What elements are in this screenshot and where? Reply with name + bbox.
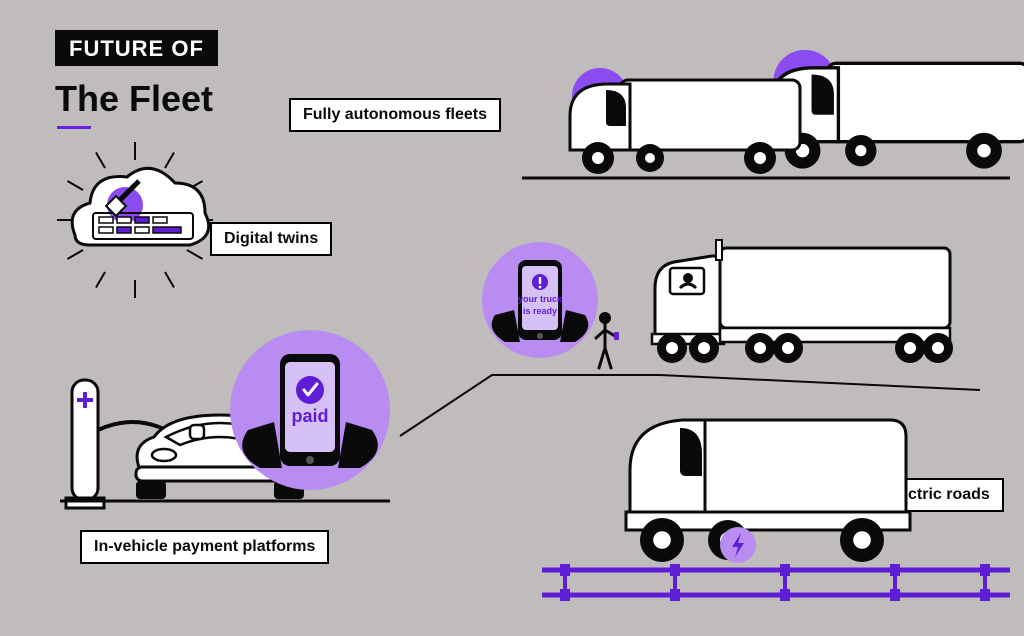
svg-text:is ready: is ready <box>523 306 557 316</box>
svg-text:paid: paid <box>291 406 328 426</box>
svg-text:your truck: your truck <box>518 294 563 304</box>
scene-svg: your truck is ready paid <box>0 0 1024 636</box>
infographic-stage: FUTURE OF The Fleet Fully autonomous fle… <box>0 0 1024 636</box>
